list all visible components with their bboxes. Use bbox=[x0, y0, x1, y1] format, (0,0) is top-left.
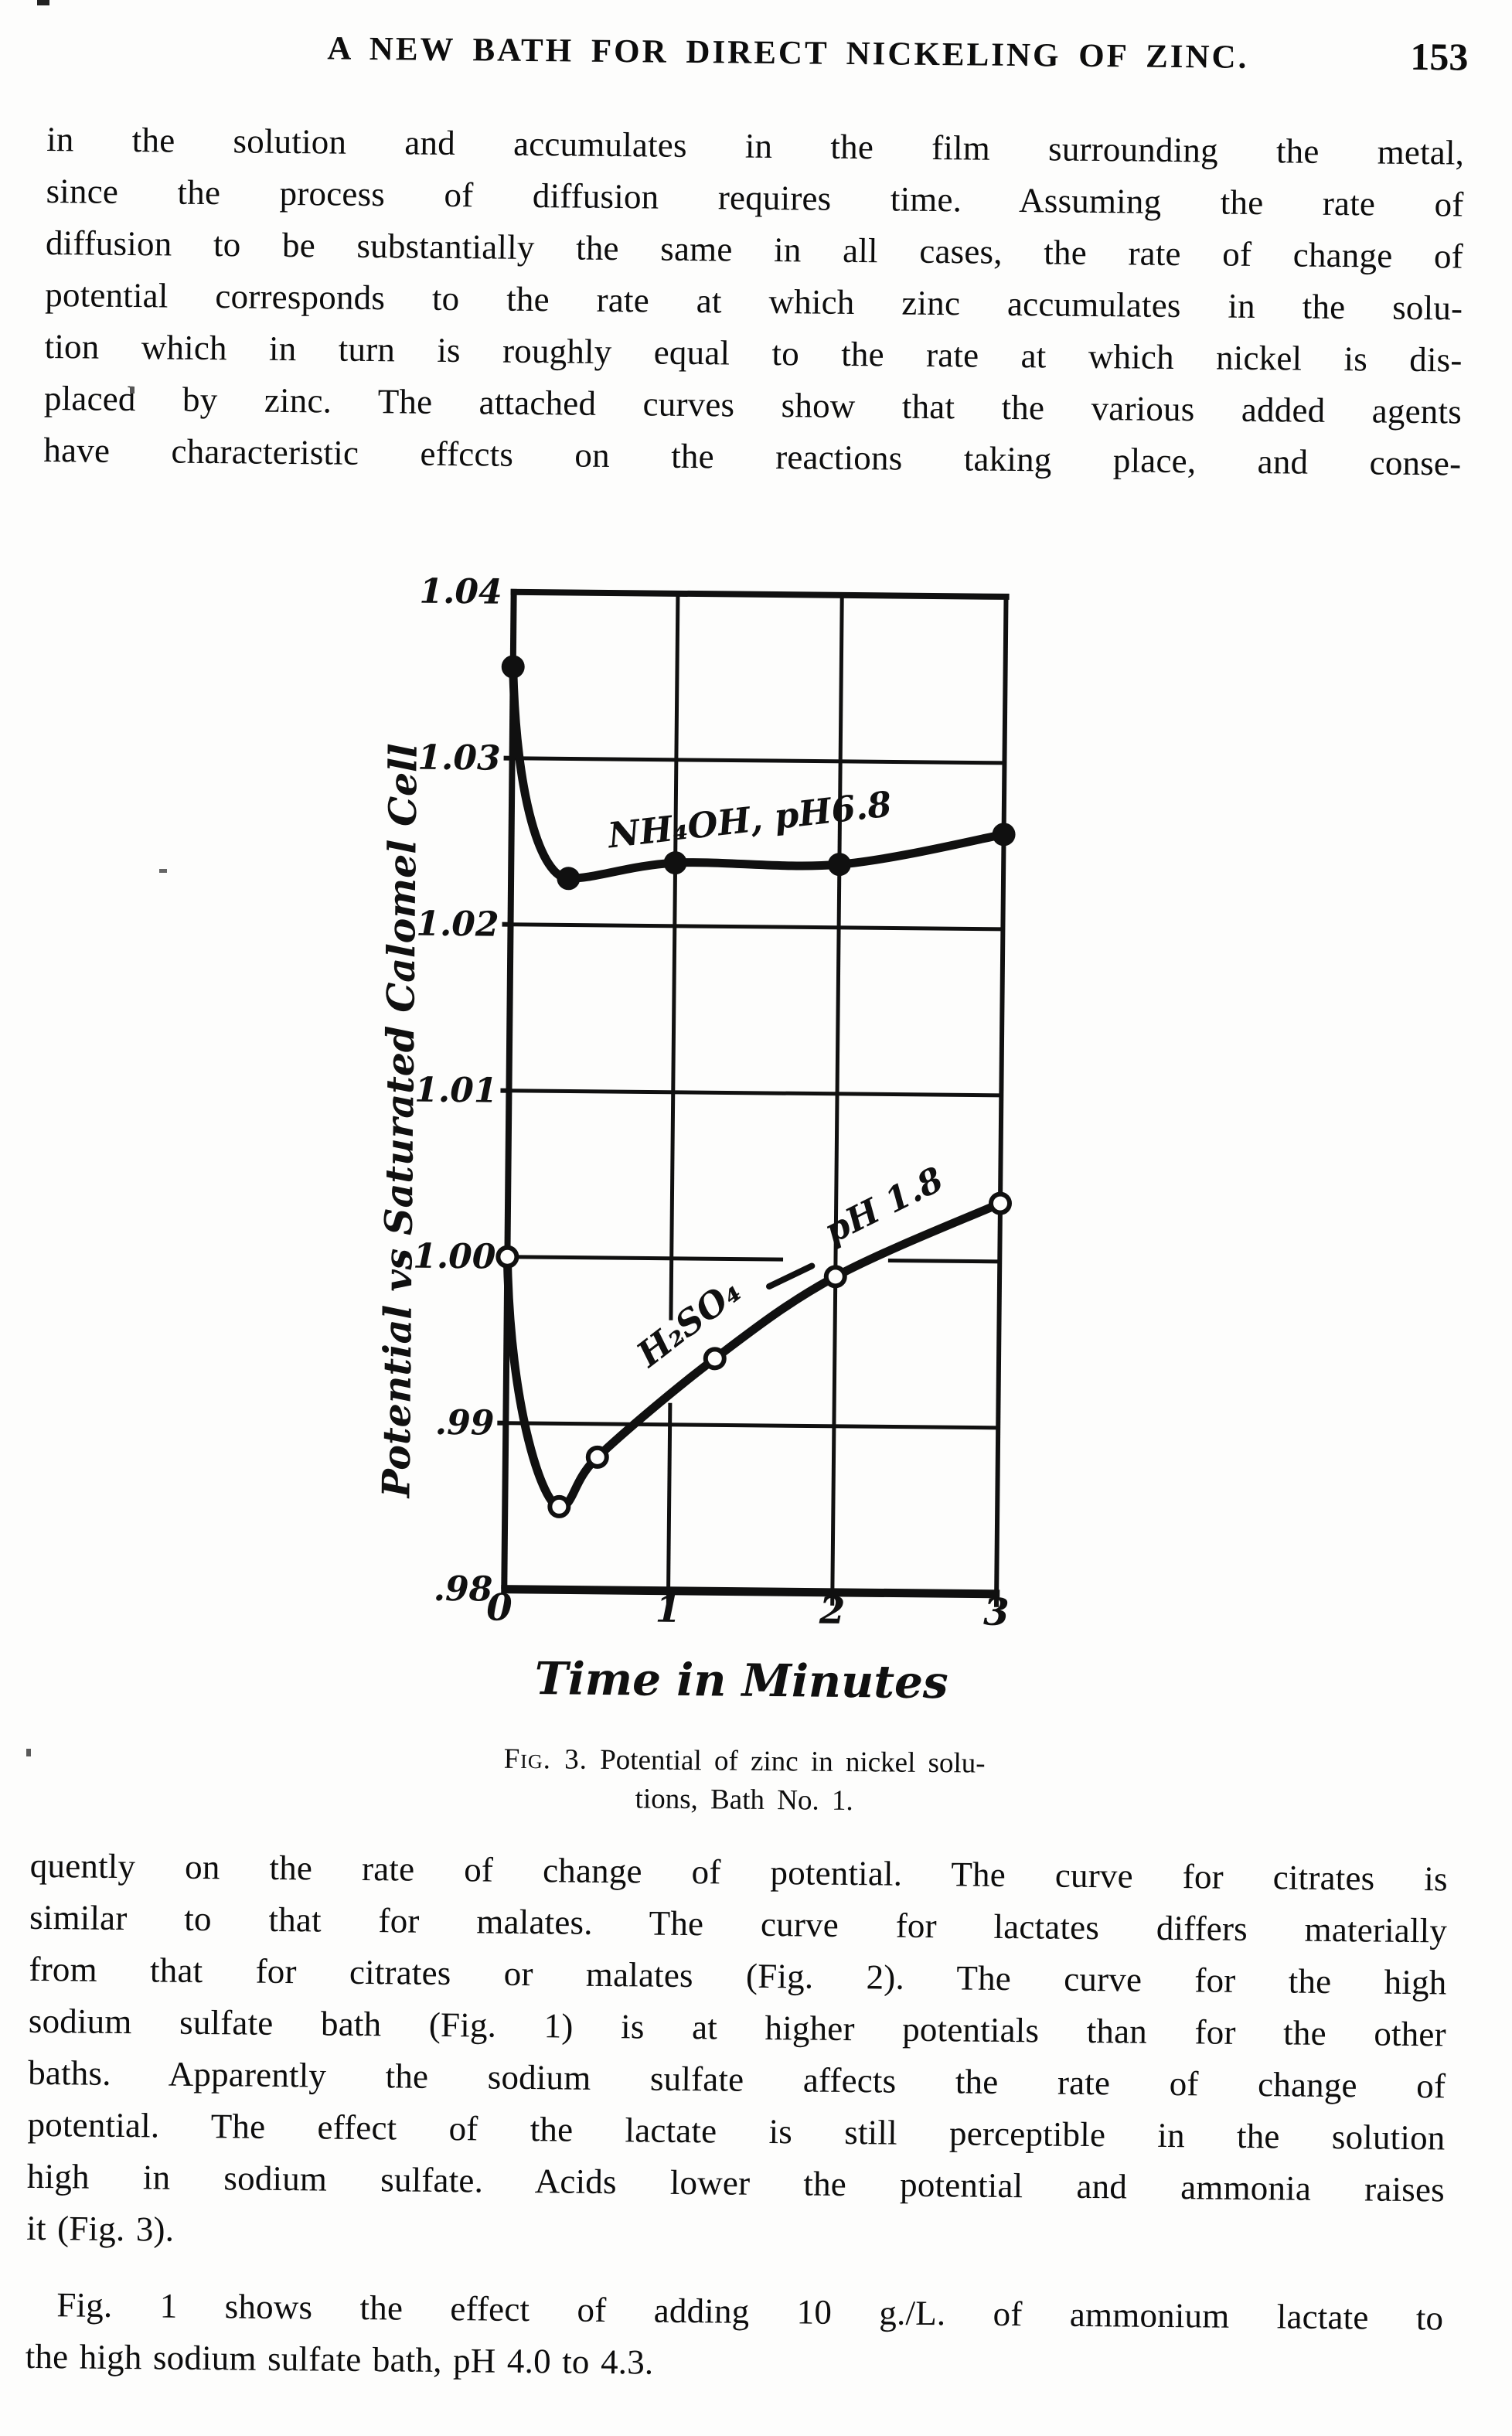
data-point-filled bbox=[992, 823, 1015, 846]
x-tick-label: 2 bbox=[819, 1589, 846, 1633]
curve-label: NH₄OH, pH6.8 bbox=[604, 783, 894, 856]
figure-chart: 1.04 1.03 1.02 1.01 1.00 .99 .980 1 2 3 NH₄OH, pH6… bbox=[308, 532, 1100, 1753]
grid-line bbox=[513, 758, 1005, 763]
series-curve-0 bbox=[511, 666, 1005, 882]
data-point-filled bbox=[502, 655, 525, 678]
grid-line bbox=[833, 595, 843, 1606]
y-tick-label: .99 bbox=[435, 1403, 495, 1443]
data-point-open bbox=[706, 1349, 724, 1368]
data-point-open bbox=[550, 1497, 568, 1516]
scan-speck bbox=[26, 1749, 31, 1756]
grid-line bbox=[671, 594, 678, 1320]
x-axis bbox=[501, 1589, 999, 1594]
scan-speck bbox=[37, 0, 49, 5]
paragraph-top: in the solution and accumulates in the f… bbox=[43, 114, 1464, 490]
y-axis-title: Potential vs Saturated Calomel Cell bbox=[373, 743, 425, 1499]
plot-right-border bbox=[996, 597, 1006, 1607]
grid-line bbox=[668, 1403, 669, 1604]
label-dash bbox=[769, 1266, 812, 1287]
page-number: 153 bbox=[1344, 33, 1469, 80]
y-tick-label: 1.02 bbox=[416, 905, 499, 945]
data-point-filled bbox=[557, 867, 580, 890]
caption-fig-label: Fig. 3. bbox=[503, 1743, 587, 1776]
series-curve-1 bbox=[505, 1198, 1000, 1511]
figure-caption: Fig. 3. Potential of zinc in nickel solu… bbox=[326, 1739, 1162, 1824]
caption-line-2: tions, Bath No. 1. bbox=[326, 1777, 1161, 1824]
y-tick-label: 1.04 bbox=[419, 572, 502, 612]
paragraph-bottom: Fig. 1 shows the effect of adding 10 g./… bbox=[25, 2279, 1443, 2397]
data-point-open bbox=[588, 1448, 607, 1467]
y-tick-label: .98 bbox=[433, 1569, 492, 1610]
caption-text: Potential of zinc in nickel solu- bbox=[600, 1744, 986, 1780]
grid-line bbox=[506, 1423, 998, 1428]
running-head-title: A NEW BATH FOR DIRECT NICKELING OF ZINC. bbox=[231, 29, 1344, 77]
scan-speck bbox=[159, 869, 167, 873]
curve-label: H₂SO₄ bbox=[628, 1270, 748, 1376]
y-tick-label: 1.03 bbox=[417, 738, 501, 778]
paragraph-middle: quently on the rate of change of potenti… bbox=[26, 1840, 1448, 2268]
data-point-filled bbox=[828, 853, 851, 876]
data-point-open bbox=[498, 1248, 516, 1266]
y-tick-label: 1.01 bbox=[414, 1071, 498, 1111]
y-tick-label: 1.00 bbox=[413, 1237, 496, 1277]
grid-line bbox=[507, 1257, 783, 1259]
grid-line bbox=[888, 1260, 999, 1261]
x-axis-title: Time in Minutes bbox=[534, 1652, 948, 1709]
grid-line bbox=[511, 925, 1003, 929]
data-point-open bbox=[826, 1267, 845, 1286]
data-point-open bbox=[991, 1194, 1010, 1212]
x-tick-label: 0 bbox=[486, 1586, 513, 1630]
x-tick-label: 1 bbox=[655, 1588, 681, 1631]
grid-line bbox=[509, 1091, 1001, 1095]
data-point-filled bbox=[663, 851, 686, 874]
scan-speck bbox=[130, 387, 135, 394]
plot-top-border bbox=[511, 592, 1010, 597]
x-tick-label: 3 bbox=[983, 1591, 1010, 1634]
